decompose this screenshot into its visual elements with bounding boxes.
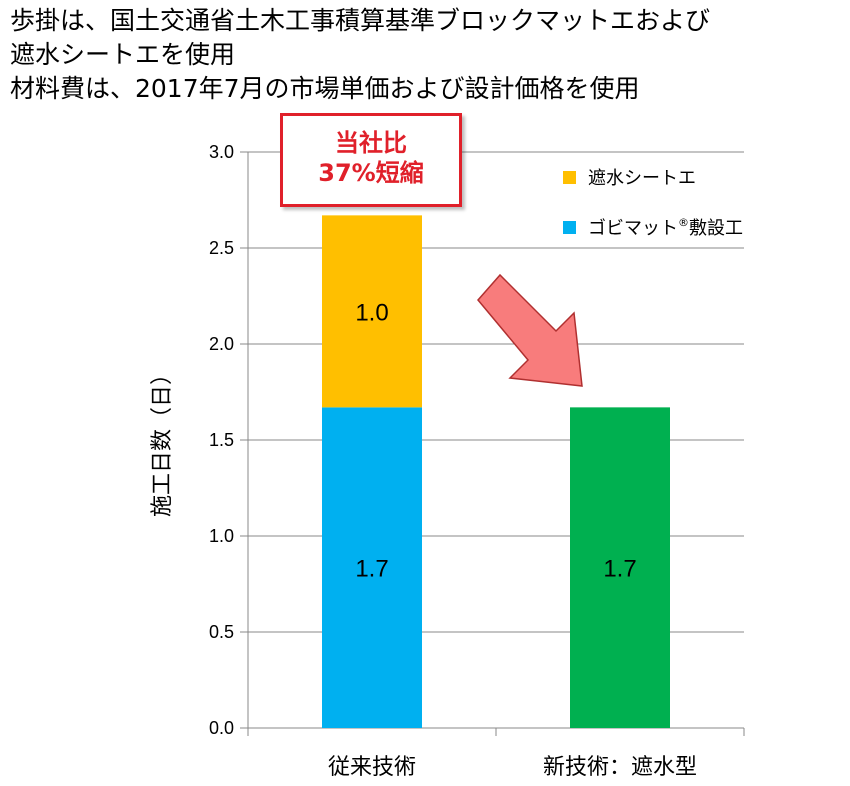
callout-line-1: 当社比 [335,129,407,157]
y-tick-label: 0.0 [209,718,234,738]
y-tick-label: 1.5 [209,430,234,450]
y-tick-label: 2.0 [209,334,234,354]
y-tick-label: 3.0 [209,142,234,162]
legend-swatch-sheet [563,171,576,184]
callout-line-2: 37%短縮 [318,159,424,187]
header-line-1: 歩掛は、国土交通省土木工事積算基準ブロックマットエおよび [10,6,711,35]
bar-segment [322,215,422,408]
y-axis-label: 施工日数（日） [150,363,175,517]
legend-label-sheet: 遮水シートエ [588,168,696,189]
x-category-labels: 従来技術 新技術：遮水型 [328,755,697,780]
bar-segment [570,407,670,728]
header-line-3: 材料費は、2017年7月の市場単価および設計価格を使用 [10,74,640,103]
bar-segment [322,407,422,728]
data-label: 1.7 [603,556,636,583]
y-tick-labels: 0.0 0.5 1.0 1.5 2.0 2.5 3.0 [209,142,234,738]
arrow-icon [477,273,583,387]
header-line-2: 遮水シートエを使用 [10,40,236,69]
header-text: 歩掛は、国土交通省土木工事積算基準ブロックマットエおよび 遮水シートエを使用 材… [10,4,845,106]
legend-label-gobimat: ゴビマット®敷設工 [588,216,743,239]
x-category-label: 新技術：遮水型 [543,755,697,780]
reduction-callout: 当社比 37%短縮 [280,113,462,207]
legend: 遮水シートエ ゴビマット®敷設工 [563,168,743,239]
y-tick-label: 0.5 [209,622,234,642]
data-label: 1.7 [355,556,388,583]
x-category-label: 従来技術 [328,755,416,780]
data-label: 1.0 [355,299,388,326]
legend-swatch-gobimat [563,221,576,234]
y-tick-label: 2.5 [209,238,234,258]
bars: 1.7 1.0 1.7 [322,215,670,728]
y-tick-label: 1.0 [209,526,234,546]
